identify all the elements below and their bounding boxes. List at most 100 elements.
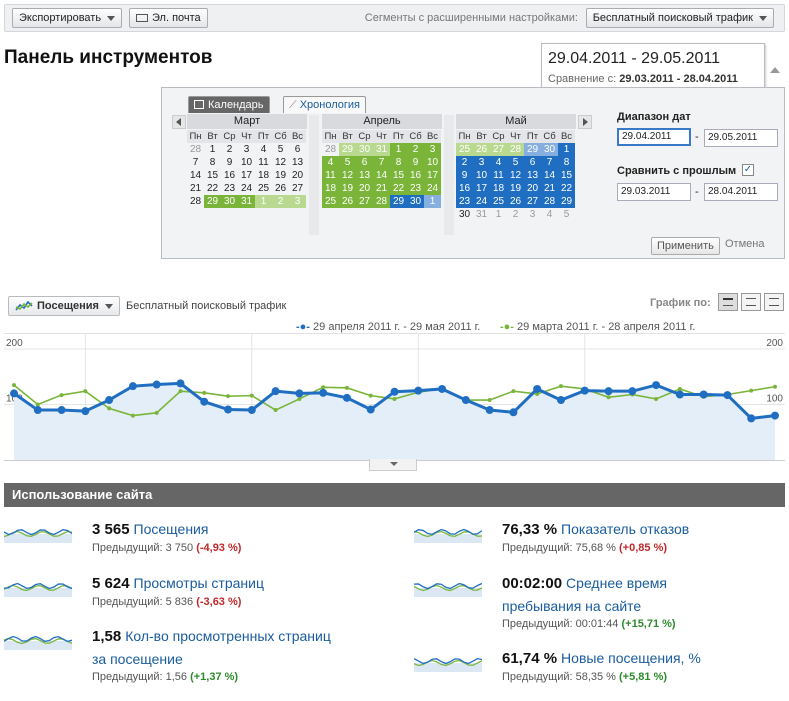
calendar-day[interactable]: 20 (524, 182, 541, 195)
calendar-day[interactable]: 27 (490, 143, 507, 156)
calendar-day[interactable]: 22 (390, 182, 407, 195)
calendar-day[interactable]: 17 (424, 169, 441, 182)
apply-button[interactable]: Применить (651, 237, 720, 255)
calendar-day[interactable]: 22 (206, 183, 219, 194)
calendar-day[interactable]: 19 (339, 182, 356, 195)
metric-select[interactable]: Посещения (8, 296, 120, 316)
calendar-day[interactable]: 18 (257, 170, 270, 181)
calendar-day[interactable]: 12 (339, 169, 356, 182)
calendar-day[interactable]: 8 (209, 157, 216, 168)
calendar-day[interactable]: 29 (558, 195, 575, 208)
calendar-day[interactable]: 5 (339, 156, 356, 169)
calendar-day[interactable]: 2 (456, 156, 473, 169)
calendar-day[interactable]: 25 (490, 195, 507, 208)
compare-from-input[interactable]: 29.03.2011 (617, 183, 691, 201)
calendar-day[interactable]: 3 (424, 143, 441, 156)
calendar-day[interactable]: 1 (495, 209, 502, 220)
chart-collapse-handle[interactable] (369, 459, 417, 471)
calendar-day[interactable]: 27 (291, 183, 304, 194)
calendar-day[interactable]: 6 (356, 156, 373, 169)
sparkline[interactable] (413, 654, 483, 672)
calendar-day[interactable]: 26 (274, 183, 287, 194)
calendar-day[interactable]: 30 (541, 143, 558, 156)
calendar-day[interactable]: 29 (204, 195, 221, 208)
metric-name-link[interactable]: Показатель отказов (561, 521, 690, 537)
calendar-day[interactable]: 13 (291, 157, 304, 168)
calendar-day[interactable]: 5 (563, 209, 570, 220)
calendar-day[interactable]: 10 (424, 156, 441, 169)
calendar-day[interactable]: 15 (390, 169, 407, 182)
metric-name-link[interactable]: за посещение (92, 651, 183, 667)
calendar-day[interactable]: 3 (243, 144, 250, 155)
calendar-day[interactable]: 10 (473, 169, 490, 182)
calendar-day[interactable]: 25 (257, 183, 270, 194)
metric-name-link[interactable]: Среднее время (566, 575, 667, 591)
calendar-day[interactable]: 12 (274, 157, 287, 168)
calendar-day[interactable]: 6 (524, 156, 541, 169)
calendar-day[interactable]: 21 (541, 182, 558, 195)
calendar-day[interactable]: 24 (473, 195, 490, 208)
calendar-day[interactable]: 16 (456, 182, 473, 195)
sparkline[interactable] (413, 525, 483, 543)
tab-calendar[interactable]: Календарь (188, 96, 270, 113)
calendar-day[interactable]: 8 (390, 156, 407, 169)
calendar-day[interactable]: 5 (277, 144, 284, 155)
calendar-day[interactable]: 2 (272, 195, 289, 208)
visits-chart[interactable]: 2 мая9 мая16 мая23 мая200100200100 (4, 333, 785, 461)
calendar-day[interactable]: 20 (356, 182, 373, 195)
calendar-day[interactable]: 12 (507, 169, 524, 182)
calendar-day[interactable]: 4 (546, 209, 553, 220)
prev-month-button[interactable] (172, 115, 186, 129)
calendar-day[interactable]: 7 (373, 156, 390, 169)
calendar-day[interactable]: 19 (507, 182, 524, 195)
calendar-day[interactable]: 2 (512, 209, 519, 220)
calendar-day[interactable]: 17 (240, 170, 253, 181)
calendar-day[interactable]: 2 (226, 144, 233, 155)
calendar-day[interactable]: 4 (260, 144, 267, 155)
calendar-day[interactable]: 7 (541, 156, 558, 169)
sparkline[interactable] (3, 525, 73, 543)
sparkline[interactable] (3, 632, 73, 650)
calendar-day[interactable]: 4 (490, 156, 507, 169)
calendar-day[interactable]: 21 (189, 183, 202, 194)
calendar-day[interactable]: 24 (424, 182, 441, 195)
calendar-day[interactable]: 13 (356, 169, 373, 182)
calendar-day[interactable]: 17 (473, 182, 490, 195)
calendar-day[interactable]: 23 (407, 182, 424, 195)
calendar-day[interactable]: 14 (373, 169, 390, 182)
range-to-input[interactable]: 29.05.2011 (704, 129, 778, 147)
calendar-day[interactable]: 29 (390, 195, 407, 208)
calendar-day[interactable]: 30 (221, 195, 238, 208)
date-range-picker[interactable]: 29.04.2011 - 29.05.2011 Сравнение с: 29.… (541, 43, 765, 93)
calendar-day[interactable]: 2 (407, 143, 424, 156)
calendar-day[interactable]: 20 (291, 170, 304, 181)
calendar-day[interactable]: 27 (524, 195, 541, 208)
calendar-day[interactable]: 3 (529, 209, 536, 220)
calendar-day[interactable]: 28 (189, 144, 202, 155)
calendar-day[interactable]: 15 (558, 169, 575, 182)
calendar-day[interactable]: 19 (274, 170, 287, 181)
calendar-day[interactable]: 11 (490, 169, 507, 182)
calendar-day[interactable]: 16 (407, 169, 424, 182)
calendar-day[interactable]: 18 (322, 182, 339, 195)
calendar-day[interactable]: 31 (373, 143, 390, 156)
calendar-day[interactable]: 6 (294, 144, 301, 155)
calendar-day[interactable]: 29 (339, 143, 356, 156)
email-button[interactable]: Эл. почта (129, 8, 208, 28)
calendar-day[interactable]: 28 (324, 144, 337, 155)
metric-name-link[interactable]: Новые посещения, % (561, 650, 701, 666)
calendar-day[interactable]: 26 (507, 195, 524, 208)
calendar-day[interactable]: 1 (390, 143, 407, 156)
calendar-day[interactable]: 3 (473, 156, 490, 169)
calendar-day[interactable]: 21 (373, 182, 390, 195)
metric-name-link[interactable]: Посещения (133, 521, 209, 537)
calendar-day[interactable]: 23 (223, 183, 236, 194)
calendar-day[interactable]: 13 (524, 169, 541, 182)
calendar-day[interactable]: 9 (226, 157, 233, 168)
calendar-day[interactable]: 1 (558, 143, 575, 156)
view-week-button[interactable] (741, 293, 761, 311)
view-day-button[interactable] (718, 293, 738, 311)
calendar-day[interactable]: 28 (189, 196, 202, 207)
calendar-day[interactable]: 16 (223, 170, 236, 181)
view-month-button[interactable] (764, 293, 784, 311)
